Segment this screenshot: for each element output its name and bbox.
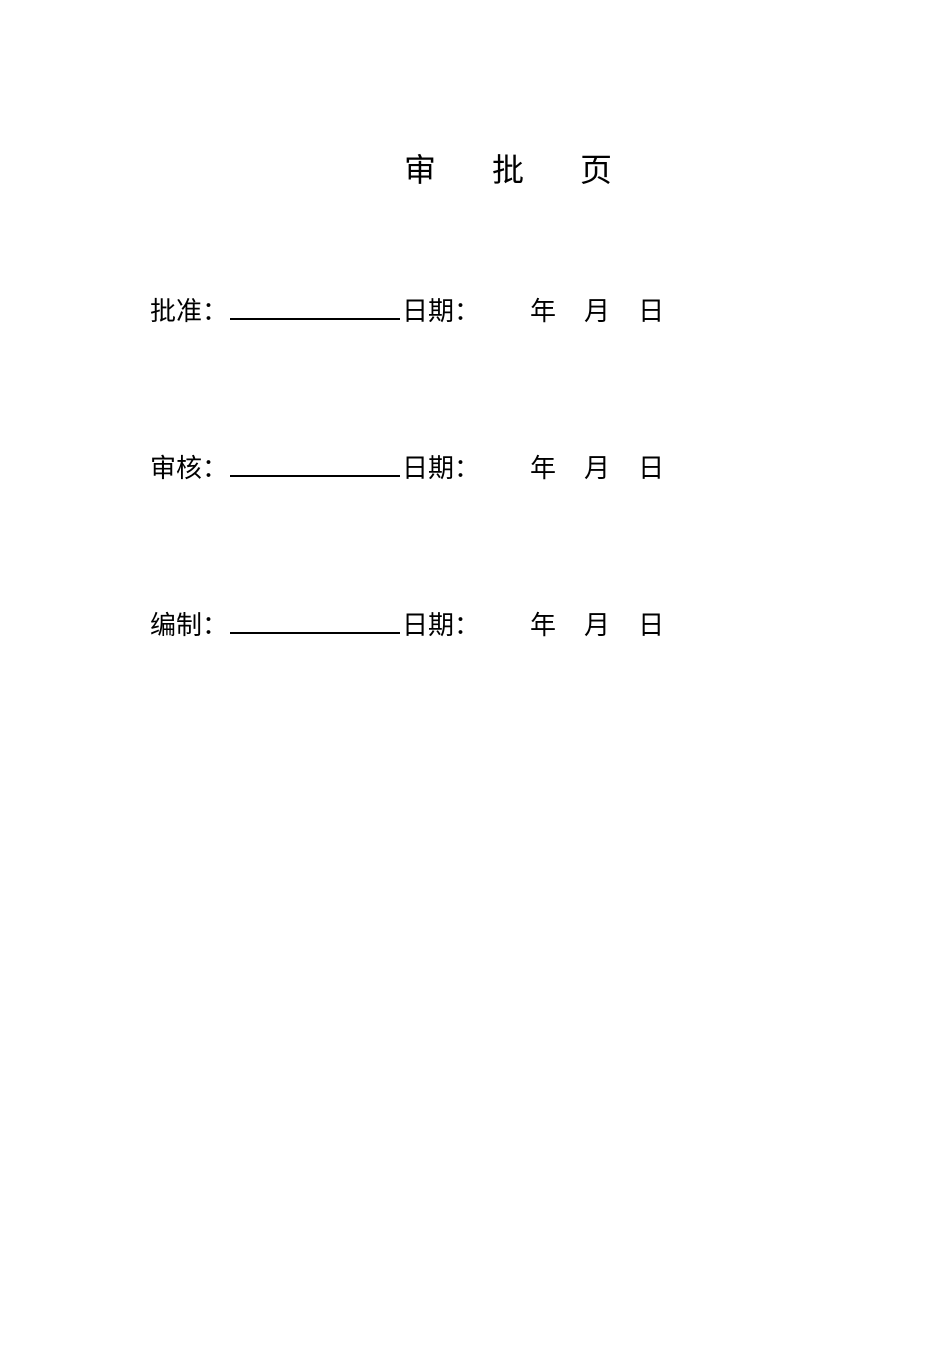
review-date-label: 日期： <box>402 448 480 485</box>
approval-day: 日 <box>638 291 664 328</box>
approval-row: 批准： 日期： 年 月 日 <box>150 291 830 328</box>
review-month: 月 <box>584 448 610 485</box>
review-signature-line[interactable] <box>230 451 400 477</box>
compile-row: 编制： 日期： 年 月 日 <box>150 605 830 642</box>
compile-date-label: 日期： <box>402 605 480 642</box>
approval-label: 批准： <box>150 291 228 328</box>
compile-day: 日 <box>638 605 664 642</box>
review-day: 日 <box>638 448 664 485</box>
compile-signature-line[interactable] <box>230 608 400 634</box>
approval-month: 月 <box>584 291 610 328</box>
approval-year: 年 <box>530 291 556 328</box>
compile-label: 编制： <box>150 605 228 642</box>
review-row: 审核： 日期： 年 月 日 <box>150 448 830 485</box>
compile-month: 月 <box>584 605 610 642</box>
approval-signature-line[interactable] <box>230 294 400 320</box>
review-year: 年 <box>530 448 556 485</box>
approval-date-label: 日期： <box>402 291 480 328</box>
compile-year: 年 <box>530 605 556 642</box>
approval-page: 审 批 页 批准： 日期： 年 月 日 审核： 日期： 年 月 日 编制： 日期… <box>0 0 950 642</box>
review-label: 审核： <box>150 448 228 485</box>
page-title: 审 批 页 <box>150 145 830 191</box>
